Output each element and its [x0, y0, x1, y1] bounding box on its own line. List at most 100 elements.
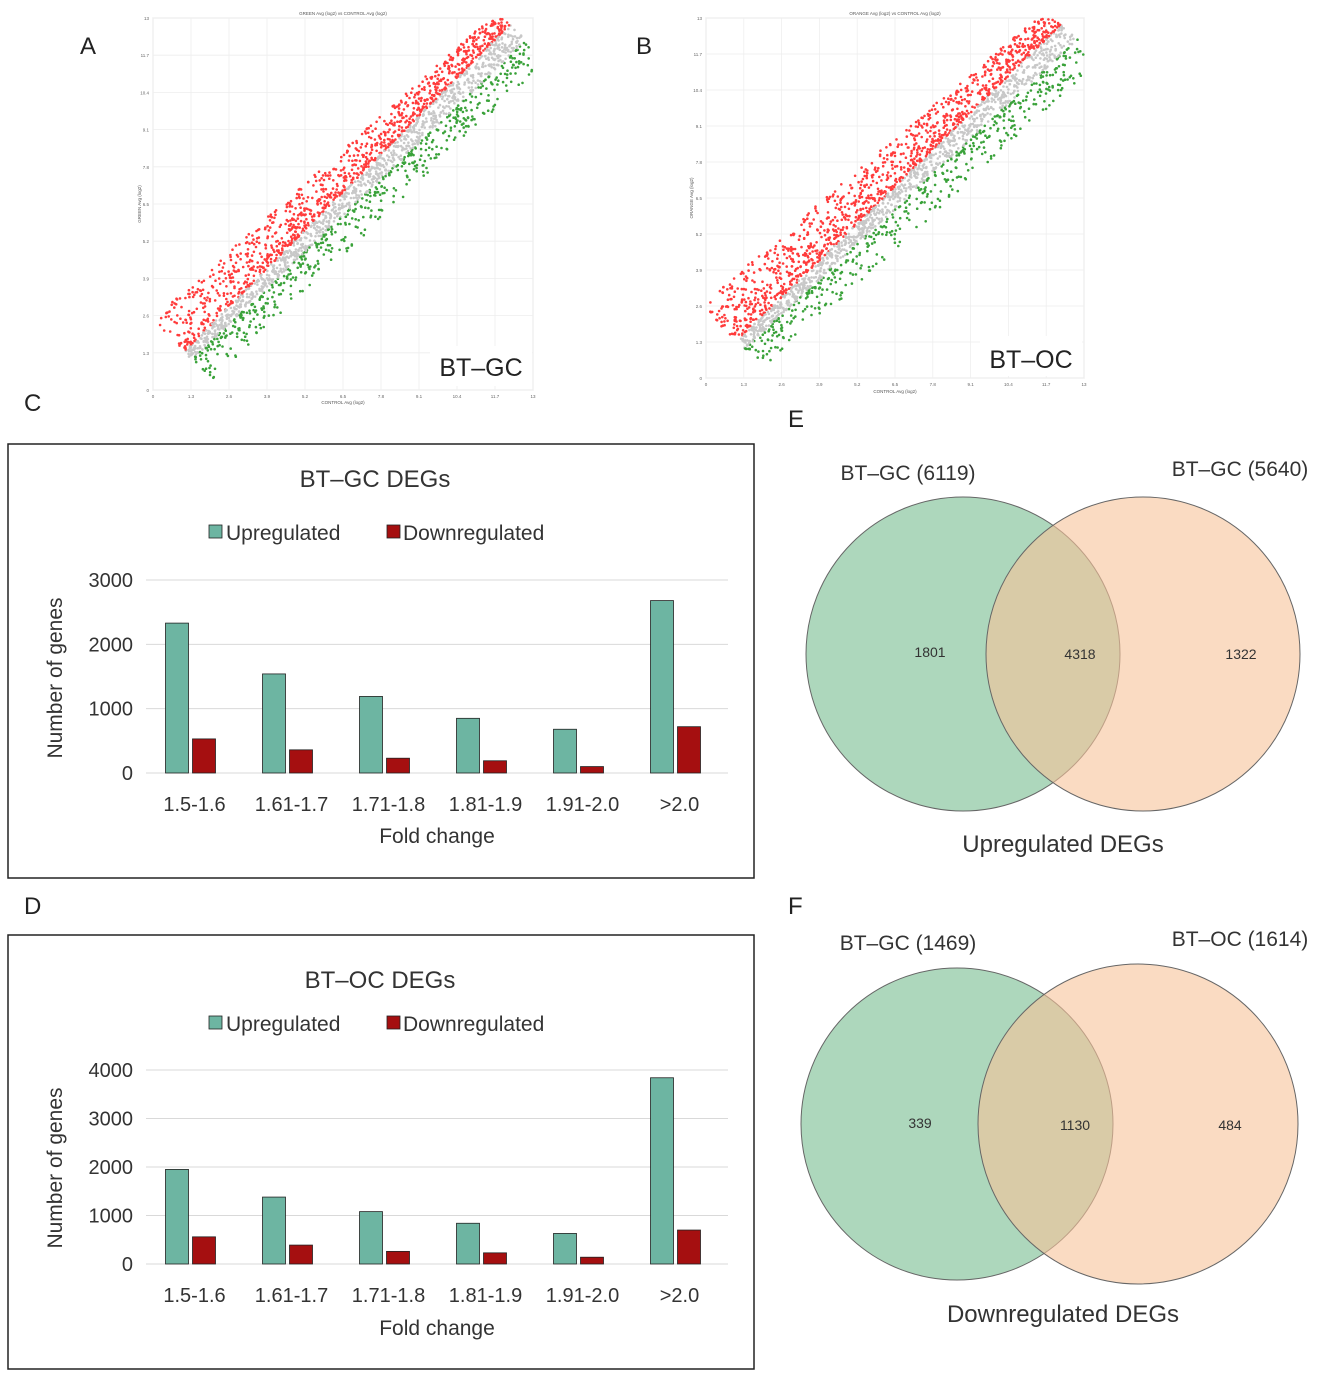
scatter-point: [213, 332, 217, 336]
scatter-point: [451, 71, 454, 75]
scatter-point: [1066, 40, 1070, 43]
scatter-point: [330, 209, 334, 212]
scatter-point: [367, 160, 371, 163]
scatter-point: [785, 300, 789, 303]
scatter-point: [199, 346, 202, 350]
scatter-point: [1005, 62, 1008, 66]
scatter-point: [806, 255, 810, 259]
scatter-point: [939, 138, 942, 142]
scatter-point: [1026, 54, 1029, 58]
scatter-point: [1011, 74, 1015, 77]
scatter-point: [318, 179, 322, 182]
scatter-point: [471, 60, 474, 64]
scatter-point: [411, 114, 415, 117]
scatter-point: [942, 133, 945, 137]
scatter-point: [798, 273, 802, 276]
scatter-point: [766, 252, 769, 256]
scatter-point: [746, 324, 749, 328]
scatter-point: [386, 154, 389, 157]
scatter-point: [419, 142, 423, 145]
scatter-point: [400, 165, 404, 168]
scatter-point: [251, 295, 255, 298]
scatter-point: [952, 136, 955, 140]
scatter-point: [422, 102, 426, 106]
scatter-point: [870, 196, 874, 200]
scatter-point: [1034, 44, 1038, 47]
scatter-point: [919, 201, 923, 205]
scatter-point: [447, 53, 451, 57]
scatter-point: [283, 263, 287, 266]
scatter-point: [930, 140, 934, 143]
scatter-point: [984, 108, 987, 112]
scatter-point: [823, 233, 827, 237]
scatter-point: [872, 237, 876, 241]
scatter-point: [790, 289, 793, 293]
scatter-point: [1046, 47, 1049, 51]
scatter-point: [392, 149, 395, 152]
scatter-point: [819, 267, 823, 270]
scatter-point: [298, 202, 301, 206]
scatter-point: [465, 38, 469, 41]
scatter-point: [442, 112, 446, 115]
scatter-point: [294, 227, 298, 230]
scatter-point: [269, 253, 272, 256]
scatter-point: [446, 61, 449, 65]
scatter-point: [990, 100, 994, 103]
scatter-point: [878, 154, 882, 158]
scatter-point: [869, 193, 873, 197]
scatter-point: [860, 222, 864, 226]
scatter-point: [301, 227, 305, 231]
scatter-point: [946, 178, 950, 181]
scatter-point: [383, 132, 387, 136]
scatter-point: [303, 247, 307, 250]
scatter-point: [1045, 74, 1048, 77]
scatter-point: [890, 185, 893, 189]
scatter-point: [370, 148, 374, 152]
scatter-point: [329, 250, 333, 253]
scatter-point: [821, 288, 824, 291]
scatter-point: [1040, 39, 1043, 42]
scatter-point: [497, 63, 500, 67]
scatter-point: [1050, 32, 1053, 35]
scatter-point: [230, 331, 234, 334]
scatter-point: [490, 63, 493, 66]
scatter-point: [205, 335, 209, 339]
scatter-point: [994, 95, 997, 99]
scatter-point: [281, 289, 285, 292]
scatter-point: [917, 166, 920, 169]
scatter-point: [931, 169, 934, 173]
scatter-point: [1045, 54, 1049, 57]
scatter-point: [961, 110, 964, 114]
scatter-point: [993, 120, 997, 123]
scatter-point: [451, 88, 454, 91]
scatter-point: [864, 221, 868, 224]
scatter-point: [408, 124, 412, 127]
scatter-point: [779, 349, 782, 352]
scatter-point: [323, 206, 326, 210]
scatter-point: [763, 342, 767, 346]
scatter-point: [456, 104, 460, 107]
scatter-point: [472, 36, 476, 40]
scatter-point: [828, 236, 832, 239]
scatter-point: [302, 246, 305, 249]
scatter-point: [826, 211, 830, 214]
scatter-point: [328, 193, 332, 197]
scatter-x-tick: 0: [152, 394, 155, 399]
scatter-point: [268, 277, 271, 280]
scatter-point: [998, 82, 1002, 86]
scatter-point: [166, 311, 169, 314]
scatter-point: [282, 252, 286, 256]
scatter-point: [761, 316, 764, 319]
scatter-point: [404, 138, 408, 141]
scatter-point: [435, 156, 438, 159]
scatter-point: [991, 77, 995, 80]
scatter-point: [871, 220, 874, 224]
scatter-point: [827, 238, 831, 241]
scatter-point: [450, 64, 454, 68]
scatter-point: [802, 237, 806, 240]
scatter-point: [481, 30, 485, 34]
scatter-point: [291, 217, 294, 220]
scatter-point: [377, 208, 381, 212]
scatter-point: [263, 227, 267, 231]
scatter-point: [370, 144, 374, 148]
